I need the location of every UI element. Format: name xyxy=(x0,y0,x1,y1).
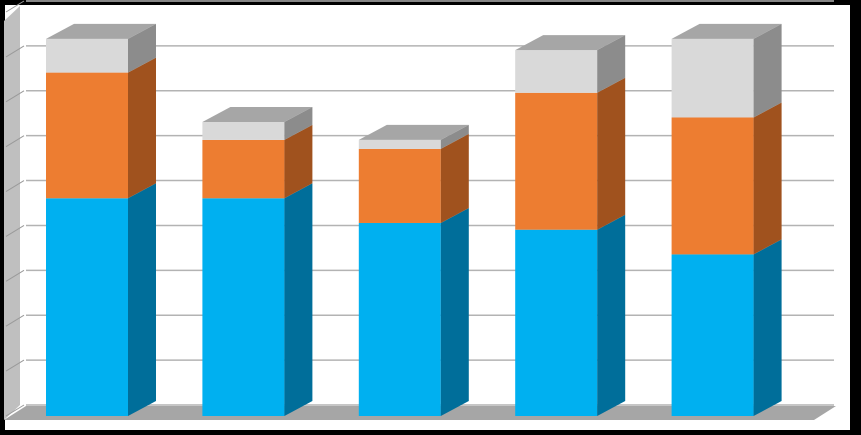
bar-segment-side-s1-c3 xyxy=(440,207,469,416)
bar-segment-front-s2-c2 xyxy=(202,139,285,199)
bar-segment-front-s3-c2 xyxy=(202,121,285,140)
bar-segment-front-s2-c4 xyxy=(515,92,598,230)
bar-segment-front-s3-c5 xyxy=(671,38,754,118)
side-grid-tick xyxy=(5,225,25,237)
bar-segment-side-s3-c5 xyxy=(753,23,782,118)
side-grid-tick xyxy=(5,90,25,103)
side-grid-tick xyxy=(5,359,25,372)
side-grid-tick xyxy=(5,404,25,417)
bar-segment-side-s2-c1 xyxy=(128,57,156,199)
bar-segment-front-s1-c1 xyxy=(46,198,128,416)
bar-top-c5 xyxy=(671,23,782,39)
side-grid-tick xyxy=(5,0,25,13)
bar-top-c2 xyxy=(202,106,313,122)
bar-top-c3 xyxy=(358,124,469,140)
bar-segment-front-s1-c5 xyxy=(671,254,754,416)
bar-segment-side-s1-c2 xyxy=(284,183,313,416)
bar-segment-side-s3-c2 xyxy=(284,106,313,140)
bar-segment-front-s2-c1 xyxy=(46,72,128,199)
bar-segment-side-s2-c4 xyxy=(597,77,626,230)
bar-segment-side-s3-c1 xyxy=(128,23,156,73)
bar-segment-side-s3-c3 xyxy=(440,124,469,149)
side-grid-tick xyxy=(5,180,25,192)
bar-segment-front-s3-c1 xyxy=(46,38,128,73)
bar-segment-side-s3-c4 xyxy=(597,35,626,93)
bar-segment-side-s2-c3 xyxy=(440,133,469,223)
side-grid-tick xyxy=(5,314,25,327)
bar-segment-front-s1-c4 xyxy=(515,229,598,416)
bar-segment-front-s1-c2 xyxy=(202,198,285,416)
side-wall xyxy=(4,6,20,420)
side-grid-tick xyxy=(5,45,25,58)
bar-segment-front-s3-c3 xyxy=(358,139,441,149)
bar-segment-side-s1-c4 xyxy=(597,214,626,416)
bar-segment-side-s1-c5 xyxy=(753,239,782,416)
bar-segment-front-s2-c5 xyxy=(671,117,754,255)
bar-top-c4 xyxy=(515,35,626,51)
bar-segment-front-s2-c3 xyxy=(358,148,441,223)
bar-top-c1 xyxy=(46,23,156,39)
side-grid-tick xyxy=(5,269,25,282)
side-grid-tick xyxy=(5,135,25,148)
bar-segment-side-s1-c1 xyxy=(128,183,156,416)
bar-segment-side-s2-c5 xyxy=(753,102,782,255)
bar-segment-front-s3-c4 xyxy=(515,50,598,93)
bar-segment-front-s1-c3 xyxy=(358,222,441,416)
bar-segment-side-s2-c2 xyxy=(284,124,313,199)
